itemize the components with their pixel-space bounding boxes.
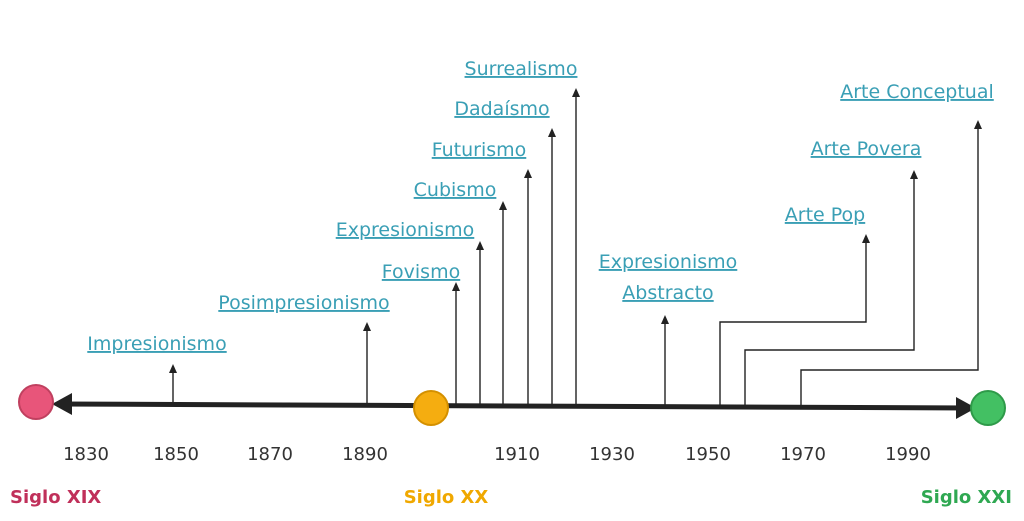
year-label: 1910	[494, 444, 540, 465]
pointer-line	[800, 122, 979, 407]
movement-pointers	[169, 88, 982, 407]
siglo-xx-circle	[413, 390, 449, 426]
siglo-xxi-circle	[970, 390, 1006, 426]
pointer-arrowhead	[974, 120, 982, 129]
pointer-arrowhead	[524, 169, 532, 178]
movement-label[interactable]: Futurismo	[432, 139, 527, 161]
siglo-xxi-label: Siglo XXI	[921, 487, 1012, 508]
year-label: 1890	[342, 444, 388, 465]
year-label: 1850	[153, 444, 199, 465]
pointer-arrowhead	[572, 88, 580, 97]
siglo-xix-label: Siglo XIX	[10, 487, 101, 508]
pointer-arrowhead	[363, 322, 371, 331]
year-label: 1970	[780, 444, 826, 465]
movement-label[interactable]: Fovismo	[382, 261, 460, 283]
axis-arrow-left	[52, 393, 72, 415]
year-label: 1930	[589, 444, 635, 465]
year-label: 1870	[247, 444, 293, 465]
movement-label[interactable]: Arte Pop	[785, 204, 865, 226]
movement-label[interactable]: Cubismo	[414, 179, 497, 201]
pointer-arrowhead	[476, 241, 484, 250]
siglo-xx-label: Siglo XX	[404, 487, 489, 508]
movement-label[interactable]: Impresionismo	[87, 333, 226, 355]
movement-label[interactable]: Surrealismo	[465, 58, 578, 80]
pointer-arrowhead	[548, 128, 556, 137]
movement-label[interactable]: Posimpresionismo	[218, 292, 389, 314]
timeline-axis	[57, 401, 971, 411]
movement-label[interactable]: Arte Povera	[811, 138, 922, 160]
siglo-xix-circle	[18, 384, 54, 420]
movement-label[interactable]: Expresionismo	[599, 251, 738, 273]
axis-arrow-right	[956, 397, 976, 419]
pointer-arrowhead	[452, 282, 460, 291]
pointer-arrowhead	[910, 170, 918, 179]
year-label: 1830	[63, 444, 109, 465]
pointer-line	[744, 172, 915, 406]
pointer-arrowhead	[661, 315, 669, 324]
year-label: 1950	[685, 444, 731, 465]
year-label: 1990	[885, 444, 931, 465]
movement-label[interactable]: Dadaísmo	[454, 98, 549, 120]
pointer-line	[719, 236, 867, 406]
pointer-arrowhead	[499, 201, 507, 210]
movement-label[interactable]: Expresionismo	[336, 219, 475, 241]
pointer-arrowhead	[169, 364, 177, 373]
movement-label[interactable]: Abstracto	[622, 282, 713, 304]
pointer-arrowhead	[862, 234, 870, 243]
movement-label[interactable]: Arte Conceptual	[840, 81, 994, 103]
